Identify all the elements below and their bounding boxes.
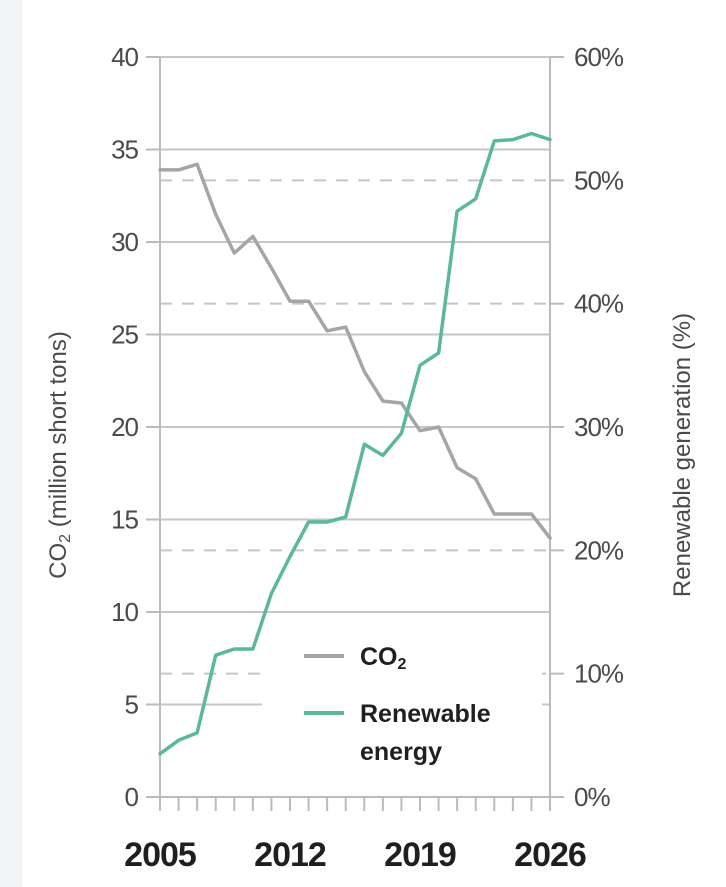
left-axis-title-subscript: 2 (57, 534, 74, 543)
series-lines (158, 131, 552, 756)
y-tick-label-right: 60% (574, 42, 624, 72)
y-tick-label-left: 0 (125, 782, 139, 812)
legend-renewable-label-line2: energy (360, 738, 442, 766)
legend-renewable-label-line1: Renewable (360, 700, 491, 728)
left-axis-title: CO2 (million short tons) (45, 331, 74, 579)
y-tick-label-left: 30 (111, 227, 138, 257)
tick-labels: 0 5 10 15 20 25 30 35 40 0% 10% 20% 30% 40% 50% 60% 2005… (111, 42, 625, 874)
left-axis-title-rest: (million short tons) (45, 331, 72, 534)
legend-co2-subscript: 2 (398, 656, 407, 673)
axes (146, 56, 564, 811)
gridlines (160, 56, 550, 706)
x-tick-label-2026: 2026 (514, 836, 586, 874)
y-tick-label-left: 40 (111, 42, 138, 72)
x-tick-label-2005: 2005 (124, 836, 196, 874)
legend-co2-label: CO2 (360, 643, 407, 673)
y-tick-label-left: 35 (111, 135, 138, 165)
right-axis-title: Renewable generation (%) (669, 313, 696, 597)
y-tick-label-left: 5 (125, 690, 139, 720)
legend-co2-main: CO (360, 643, 398, 671)
y-tick-label-left: 15 (111, 505, 138, 535)
y-tick-label-right: 30% (574, 412, 624, 442)
y-tick-label-left: 20 (111, 412, 138, 442)
y-tick-label-right: 0% (574, 782, 610, 812)
y-tick-label-left: 10 (111, 597, 138, 627)
y-tick-label-right: 40% (574, 289, 624, 319)
y-tick-label-left: 25 (111, 320, 138, 350)
series-line-co2 (158, 162, 552, 540)
legend: CO2 Renewable energy (262, 628, 542, 778)
x-tick-label-2019: 2019 (384, 836, 456, 874)
left-axis-title-co: CO (45, 543, 72, 579)
y-tick-label-right: 20% (574, 535, 624, 565)
legend-background (262, 628, 542, 778)
y-tick-label-right: 50% (574, 165, 624, 195)
series-line-renewable (158, 131, 552, 756)
y-tick-label-right: 10% (574, 659, 624, 689)
x-tick-label-2012: 2012 (254, 836, 326, 874)
